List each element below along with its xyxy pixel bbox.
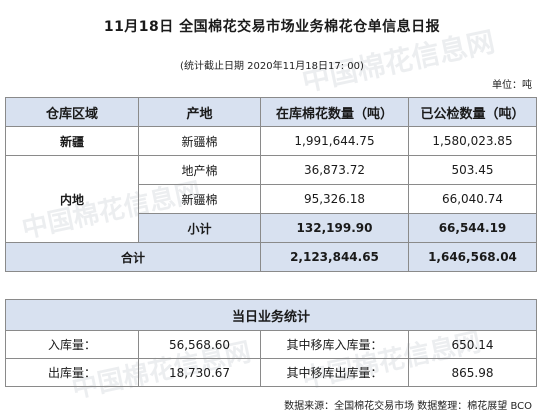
total-label: 合计 xyxy=(5,242,261,272)
subtotal-label: 小计 xyxy=(138,213,261,243)
table-row-neidi-xinjiang: 新疆棉 95,326.18 66,040.74 xyxy=(6,184,537,214)
daily-header-row: 当日业务统计 xyxy=(4,299,538,331)
daily-row-outbound: 出库量： 18,730.67 其中移库出库量： 865.98 xyxy=(5,358,538,387)
daily-row-inbound: 入库量： 56,568.60 其中移库入库量： 650.14 xyxy=(5,330,538,359)
subtotal-in-stock: 132,199.90 xyxy=(260,213,409,243)
table-row-neidi-local: 内地 地产棉 36,873.72 503.45 xyxy=(5,155,537,243)
origin-cell: 新疆棉 xyxy=(138,184,261,214)
daily-title: 当日业务统计 xyxy=(4,299,538,331)
table-row-total: 合计 2,123,844.65 1,646,568.04 xyxy=(5,242,537,272)
daily-value: 865.98 xyxy=(407,358,538,387)
daily-value: 56,568.60 xyxy=(138,330,261,359)
report-subtitle: (统计截止日期 2020年11月18日17: 00) xyxy=(180,61,364,72)
unit-label: 单位：吨 xyxy=(492,80,532,91)
report-title: 11月18日 全国棉花交易市场业务棉花仓单信息日报 xyxy=(103,19,441,35)
warehouse-receipt-table: 仓库区域 产地 在库棉花数量（吨） 已公检数量（吨） 新疆 新疆棉 1,991,… xyxy=(5,97,537,272)
header-in-stock: 在库棉花数量（吨） xyxy=(260,97,409,127)
daily-value: 650.14 xyxy=(407,330,538,359)
table-row-xinjiang: 新疆 新疆棉 1,991,644.75 1,580,023.85 xyxy=(5,126,537,156)
origin-cell: 地产棉 xyxy=(138,155,261,185)
total-inspected: 1,646,568.04 xyxy=(408,242,537,272)
daily-value: 18,730.67 xyxy=(138,358,261,387)
data-source-note: 数据来源：全国棉花交易市场 数据整理：棉花展望 BCO xyxy=(284,401,532,412)
header-inspected: 已公检数量（吨） xyxy=(408,97,537,127)
daily-label: 其中移库出库量： xyxy=(260,358,409,387)
total-in-stock: 2,123,844.65 xyxy=(260,242,409,272)
inspected-cell: 66,040.74 xyxy=(408,184,537,214)
daily-label: 出库量： xyxy=(5,358,139,387)
daily-label: 其中移库入库量： xyxy=(260,330,409,359)
table-row-subtotal: 小计 132,199.90 66,544.19 xyxy=(6,213,537,243)
daily-business-table: 当日业务统计 入库量： 56,568.60 其中移库入库量： 650.14 出库… xyxy=(4,299,538,387)
inspected-cell: 503.45 xyxy=(408,155,537,185)
daily-label: 入库量： xyxy=(5,330,139,359)
header-region: 仓库区域 xyxy=(5,97,139,127)
table-header-row: 仓库区域 产地 在库棉花数量（吨） 已公检数量（吨） xyxy=(5,97,537,127)
inspected-cell: 1,580,023.85 xyxy=(408,126,537,156)
in-stock-cell: 1,991,644.75 xyxy=(260,126,409,156)
in-stock-cell: 95,326.18 xyxy=(260,184,409,214)
subtotal-inspected: 66,544.19 xyxy=(408,213,537,243)
in-stock-cell: 36,873.72 xyxy=(260,155,409,185)
region-cell: 内地 xyxy=(5,155,139,243)
origin-cell: 新疆棉 xyxy=(138,126,261,156)
region-cell: 新疆 xyxy=(5,126,139,156)
header-origin: 产地 xyxy=(138,97,261,127)
